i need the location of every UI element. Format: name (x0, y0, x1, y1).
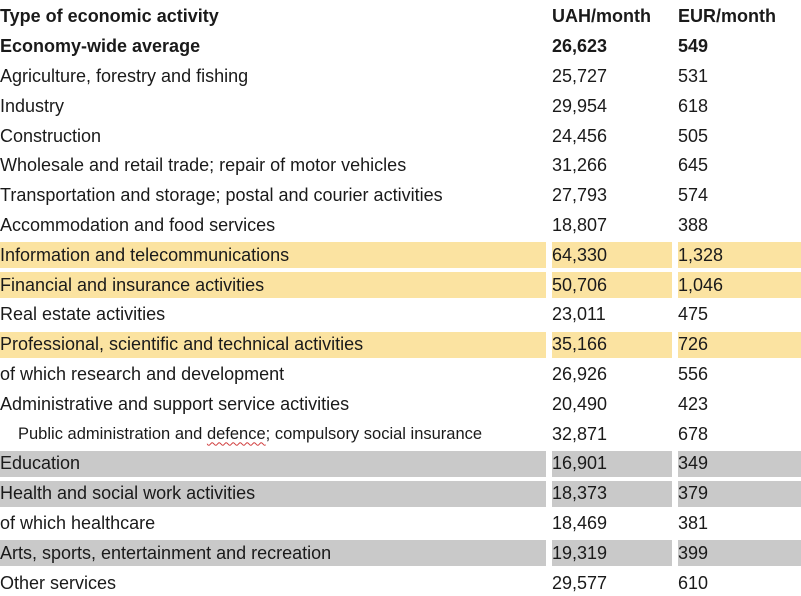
table-row-wholesale-retail: Wholesale and retail trade; repair of mo… (0, 148, 801, 181)
column-header-uah: UAH/month (549, 0, 678, 32)
eur-cell: 423 (675, 387, 801, 420)
table-row-economy-wide-average: Economy-wide average 26,623 549 (0, 29, 801, 62)
activity-cell: Professional, scientific and technical a… (0, 327, 552, 360)
activity-cell: of which healthcare (0, 506, 552, 539)
table-row-public-administration: Public administration and defence; compu… (0, 417, 801, 449)
table-row-other-services: Other services 29,577 610 (0, 566, 801, 596)
uah-cell: 18,807 (549, 208, 678, 241)
activity-cell: Arts, sports, entertainment and recreati… (0, 536, 552, 569)
eur-cell: 1,046 (675, 268, 801, 300)
activity-cell: Real estate activities (0, 297, 552, 330)
table-row-transportation-storage: Transportation and storage; postal and c… (0, 178, 801, 211)
table-row-healthcare: of which healthcare 18,469 381 (0, 506, 801, 539)
table-row-industry: Industry 29,954 618 (0, 89, 801, 122)
misspelled-word-defence: defence (206, 424, 266, 443)
activity-cell: Education (0, 446, 552, 479)
eur-cell: 556 (675, 357, 801, 390)
activity-cell: Public administration and defence; compu… (0, 417, 552, 449)
column-header-activity: Type of economic activity (0, 0, 552, 32)
table-row-agriculture: Agriculture, forestry and fishing 25,727… (0, 59, 801, 92)
table-row-administrative-support: Administrative and support service activ… (0, 387, 801, 420)
eur-cell: 645 (675, 148, 801, 181)
activity-cell: Financial and insurance activities (0, 268, 552, 300)
activity-cell: Health and social work activities (0, 476, 552, 509)
activity-cell: Administrative and support service activ… (0, 387, 552, 420)
table-header-row: Type of economic activity UAH/month EUR/… (0, 0, 801, 32)
uah-cell: 20,490 (549, 387, 678, 420)
uah-cell: 24,456 (549, 119, 678, 151)
table-row-information-telecom: Information and telecommunications 64,33… (0, 238, 801, 271)
uah-cell: 35,166 (549, 327, 678, 360)
uah-cell: 23,011 (549, 297, 678, 330)
eur-cell: 349 (675, 446, 801, 479)
uah-cell: 26,623 (549, 29, 678, 62)
eur-cell: 388 (675, 208, 801, 241)
activity-cell: Information and telecommunications (0, 238, 552, 271)
eur-cell: 726 (675, 327, 801, 360)
uah-cell: 26,926 (549, 357, 678, 390)
activity-cell: Transportation and storage; postal and c… (0, 178, 552, 211)
eur-cell: 610 (675, 566, 801, 596)
table-row-financial-insurance: Financial and insurance activities 50,70… (0, 268, 801, 300)
eur-cell: 618 (675, 89, 801, 122)
uah-cell: 29,577 (549, 566, 678, 596)
table-row-accommodation-food: Accommodation and food services 18,807 3… (0, 208, 801, 241)
table-row-professional-scientific: Professional, scientific and technical a… (0, 327, 801, 360)
uah-cell: 16,901 (549, 446, 678, 479)
eur-cell: 379 (675, 476, 801, 509)
activity-cell: Industry (0, 89, 552, 122)
activity-cell: Other services (0, 566, 552, 596)
activity-cell: Economy-wide average (0, 29, 552, 62)
label-text: Public administration and (18, 424, 207, 443)
table-row-construction: Construction 24,456 505 (0, 119, 801, 151)
uah-cell: 32,871 (549, 417, 678, 449)
uah-cell: 50,706 (549, 268, 678, 300)
uah-cell: 31,266 (549, 148, 678, 181)
eur-cell: 574 (675, 178, 801, 211)
uah-cell: 18,469 (549, 506, 678, 539)
uah-cell: 25,727 (549, 59, 678, 92)
table-row-health-social-work: Health and social work activities 18,373… (0, 476, 801, 509)
activity-cell: Agriculture, forestry and fishing (0, 59, 552, 92)
label-text: ; compulsory social insurance (265, 424, 483, 443)
column-header-eur: EUR/month (675, 0, 801, 32)
eur-cell: 399 (675, 536, 801, 569)
eur-cell: 381 (675, 506, 801, 539)
uah-cell: 18,373 (549, 476, 678, 509)
uah-cell: 64,330 (549, 238, 678, 271)
eur-cell: 549 (675, 29, 801, 62)
eur-cell: 475 (675, 297, 801, 330)
table-row-education: Education 16,901 349 (0, 446, 801, 479)
activity-cell: of which research and development (0, 357, 552, 390)
uah-cell: 27,793 (549, 178, 678, 211)
activity-cell: Construction (0, 119, 552, 151)
activity-cell: Accommodation and food services (0, 208, 552, 241)
eur-cell: 505 (675, 119, 801, 151)
activity-cell: Wholesale and retail trade; repair of mo… (0, 148, 552, 181)
eur-cell: 531 (675, 59, 801, 92)
uah-cell: 29,954 (549, 89, 678, 122)
uah-cell: 19,319 (549, 536, 678, 569)
table-row-research-development: of which research and development 26,926… (0, 357, 801, 390)
table-row-real-estate: Real estate activities 23,011 475 (0, 297, 801, 330)
table-row-arts-sports-entertainment: Arts, sports, entertainment and recreati… (0, 536, 801, 569)
eur-cell: 678 (675, 417, 801, 449)
eur-cell: 1,328 (675, 238, 801, 271)
